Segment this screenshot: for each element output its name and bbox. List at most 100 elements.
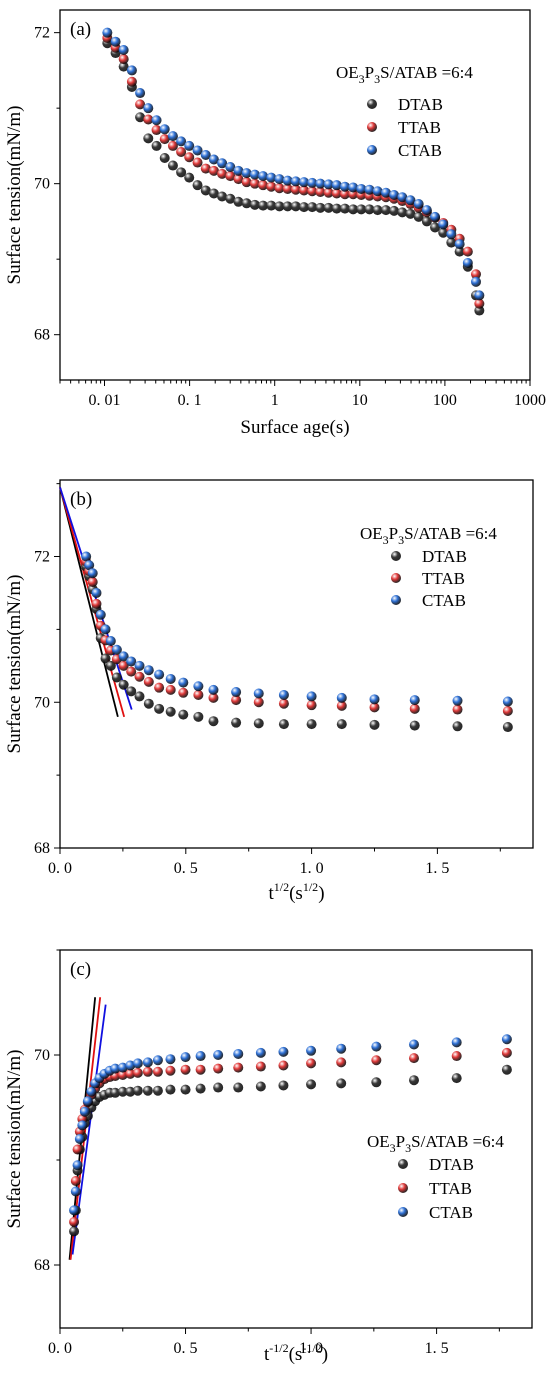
data-point-ttab (409, 703, 420, 714)
data-point-dtab (315, 202, 326, 213)
data-point-dtab (69, 1226, 80, 1237)
data-point-ctab (70, 1186, 81, 1197)
data-point-ctab (331, 180, 342, 191)
data-point-ctab (364, 184, 375, 195)
data-point-ttab (409, 1053, 419, 1064)
legend-marker-dtab (398, 1159, 408, 1169)
data-point-ttab (266, 181, 277, 192)
data-point-ttab (159, 134, 170, 145)
data-point-ctab (77, 1120, 88, 1131)
data-point-ctab (110, 1063, 121, 1074)
data-point-ttab (72, 1144, 83, 1155)
x-tick-label: 0. 0 (48, 860, 72, 877)
data-point-ctab (299, 177, 310, 188)
chart-panel-c: 68 70 0. 0 0. 5 1. 0 1. 5 (c) Surface tension(m… (0, 916, 550, 1374)
data-point-ttab (126, 76, 137, 87)
data-point-dtab (331, 203, 342, 214)
data-point-ctab (397, 192, 408, 203)
data-point-dtab (135, 112, 146, 123)
data-point-ttab (282, 183, 293, 194)
data-point-ttab (118, 660, 129, 671)
y-tick-label: 70 (34, 176, 50, 193)
x-tick-label: 1 (271, 392, 279, 409)
x-tick-label: 0. 5 (174, 1340, 198, 1357)
legend-marker-ttab (391, 573, 401, 583)
data-point-ttab (134, 671, 145, 682)
data-point-ttab (117, 1069, 128, 1080)
data-point-ctab (421, 205, 432, 216)
data-point-dtab (336, 719, 347, 730)
data-point-ctab (339, 181, 350, 192)
data-point-ctab (72, 1160, 83, 1171)
data-point-ctab (213, 1050, 224, 1060)
data-point-ttab (502, 706, 513, 717)
data-point-ctab (306, 691, 317, 702)
data-point-dtab (208, 716, 219, 727)
data-point-ttab (165, 684, 176, 695)
x-tick-label: 10 (352, 392, 368, 409)
data-point-dtab (278, 1080, 289, 1091)
data-point-ctab (409, 695, 420, 706)
data-point-ctab (462, 257, 473, 268)
data-point-dtab (278, 719, 289, 730)
data-point-ttab (241, 177, 252, 188)
data-point-ctab (79, 1106, 90, 1117)
legend-label-ctab: CTAB (422, 591, 466, 610)
data-point-dtab (438, 227, 449, 238)
data-point-ctab (125, 1060, 136, 1071)
x-tick-label: 100 (433, 392, 457, 409)
data-point-ctab (74, 1134, 85, 1144)
y-tick-label: 68 (34, 1257, 50, 1274)
data-point-dtab (233, 1082, 244, 1093)
x-tick-label: 1. 5 (425, 860, 449, 877)
data-point-dtab (192, 180, 203, 191)
legend-title: OE3P3S/ATAB =6:4 (367, 1132, 504, 1155)
data-point-ctab (233, 1048, 244, 1059)
panel-label: (c) (70, 959, 91, 980)
x-tick-label: 1000 (514, 392, 546, 409)
data-point-ttab (69, 1216, 80, 1227)
data-point-ctab (132, 1058, 143, 1069)
data-point-dtab (430, 222, 441, 233)
data-point-ctab (91, 587, 102, 598)
data-point-ctab (95, 609, 106, 620)
data-point-ttab (178, 687, 189, 698)
data-point-ctab (117, 1062, 128, 1073)
data-point-ctab (87, 568, 98, 579)
data-point-dtab (159, 153, 170, 163)
data-point-dtab (167, 160, 178, 171)
data-point-dtab (282, 201, 293, 212)
data-point-dtab (213, 1082, 224, 1093)
data-point-dtab (180, 1084, 191, 1095)
x-tick-label: 0. 01 (88, 392, 120, 409)
legend-marker-ctab (391, 595, 401, 605)
data-point-ttab (331, 188, 342, 199)
data-point-dtab (118, 679, 129, 690)
data-point-dtab (110, 1087, 121, 1098)
data-point-ttab (180, 1064, 191, 1075)
data-point-ctab (454, 239, 465, 250)
data-point-ctab (255, 1047, 266, 1058)
data-point-ctab (118, 651, 129, 662)
data-point-ttab (249, 178, 260, 189)
y-tick-label: 68 (34, 327, 50, 344)
data-point-ctab (111, 644, 122, 655)
data-point-ttab (462, 246, 473, 257)
data-point-ctab (134, 660, 145, 671)
data-point-ctab (451, 1037, 462, 1048)
data-point-ctab (307, 177, 318, 188)
data-point-dtab (452, 721, 463, 732)
data-point-dtab (339, 203, 350, 214)
data-point-dtab (380, 205, 391, 216)
data-point-dtab (372, 205, 383, 216)
data-point-ttab (336, 1057, 347, 1068)
data-point-ctab (258, 171, 269, 182)
data-point-dtab (143, 133, 154, 144)
data-point-dtab (151, 140, 162, 151)
data-point-dtab (111, 672, 122, 683)
data-point-dtab (225, 193, 236, 204)
data-point-dtab (409, 720, 420, 731)
data-point-ctab (290, 176, 301, 187)
plot-frame (59, 9, 531, 381)
x-axis-title: t1/2(s1/2) (268, 880, 324, 904)
